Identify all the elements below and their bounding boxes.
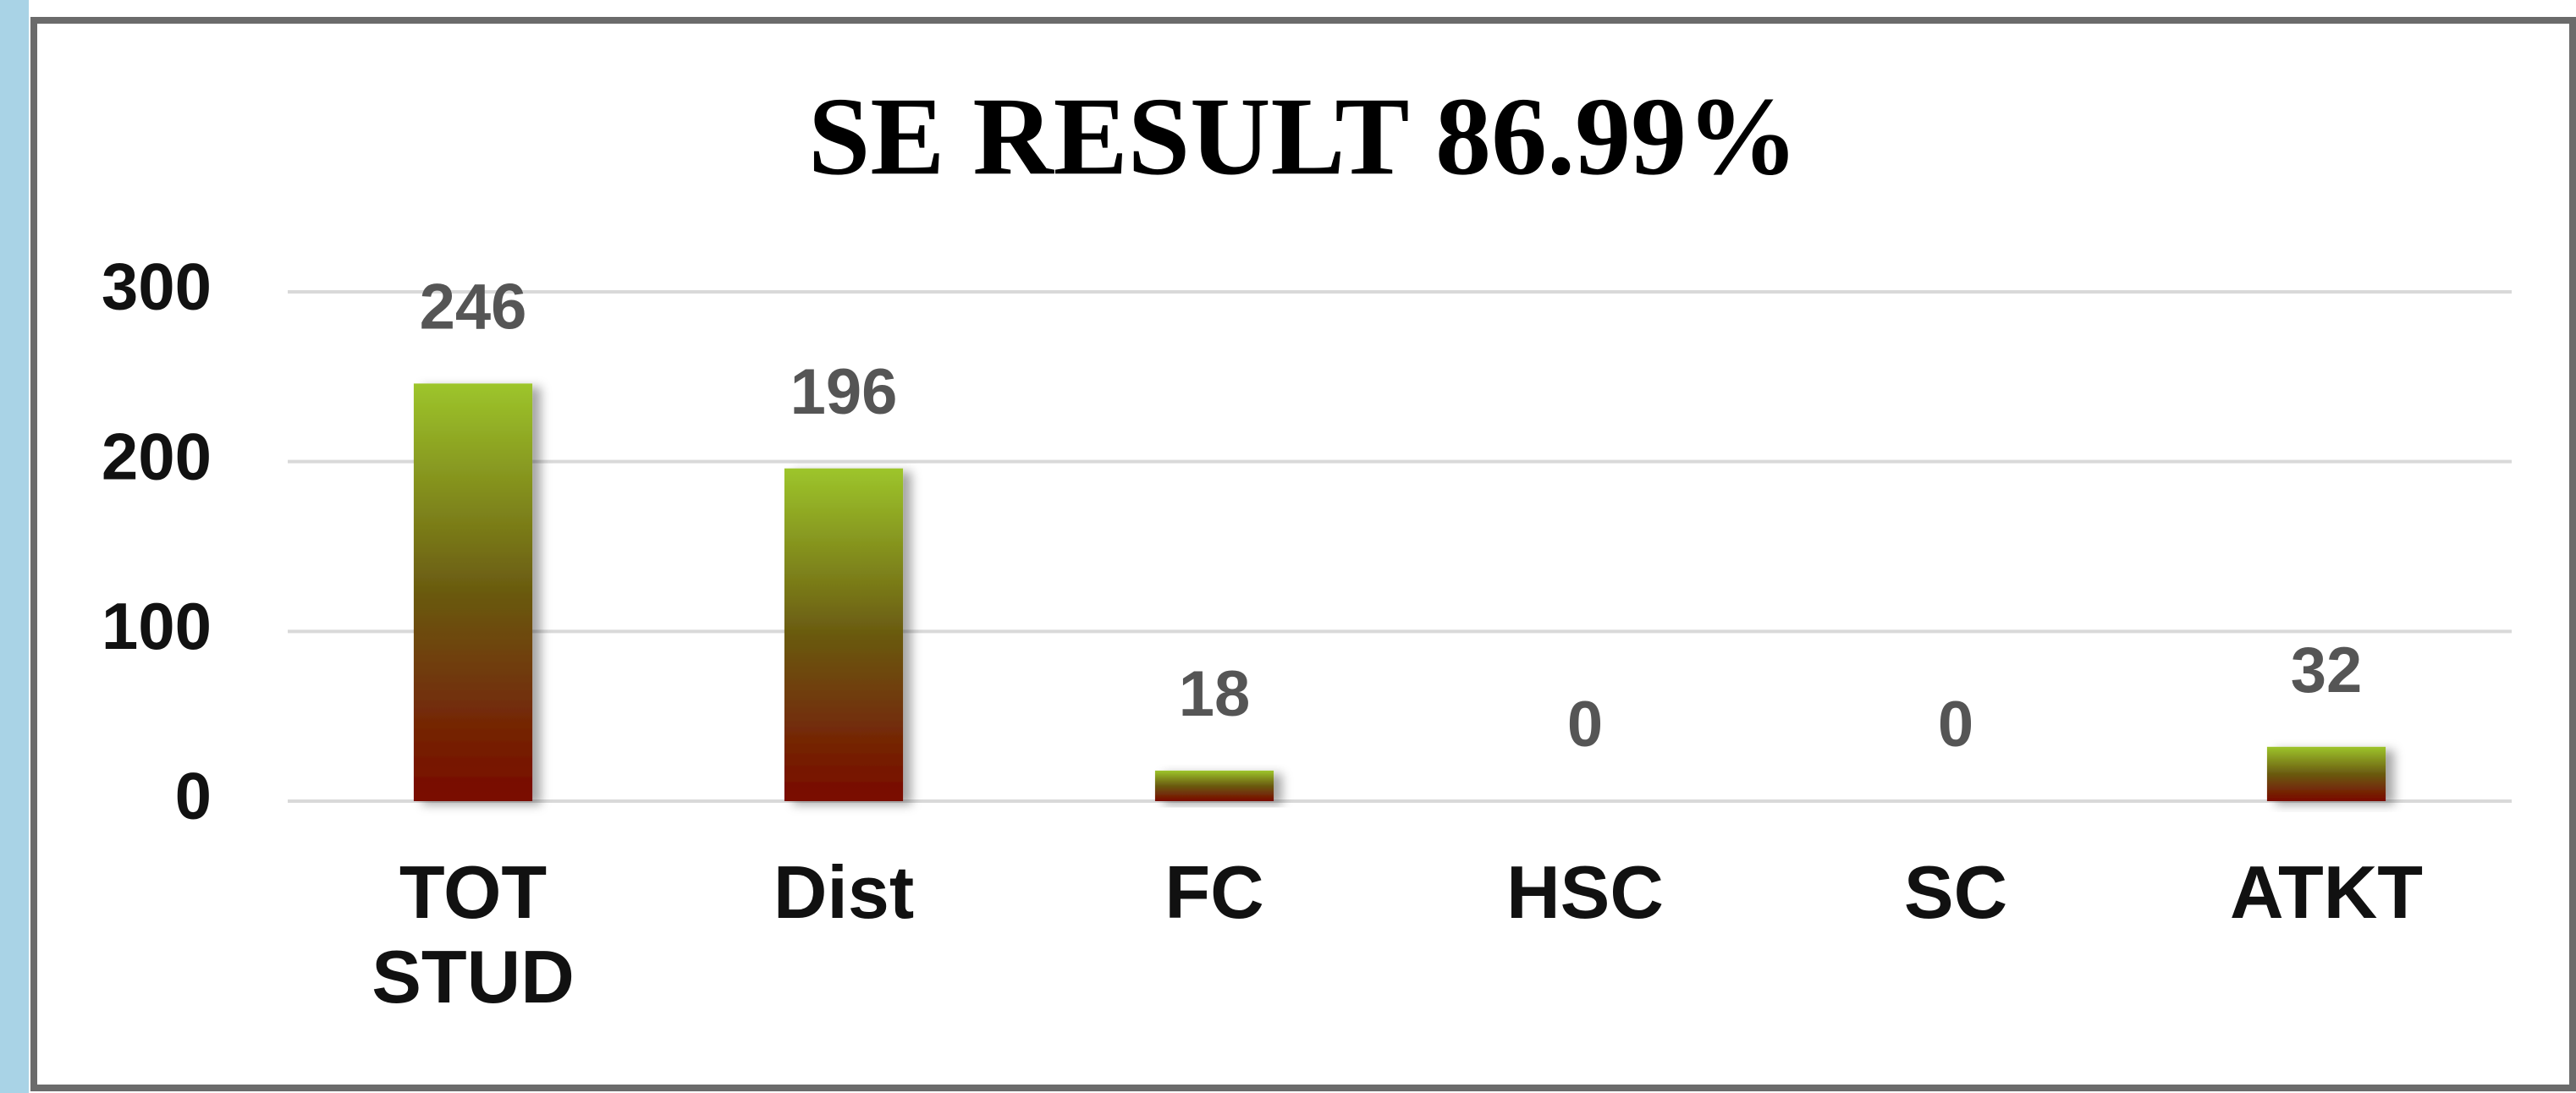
y-tick-label: 300 bbox=[102, 250, 212, 324]
x-tick-label-box: SC bbox=[1903, 850, 2008, 934]
y-tick-label: 200 bbox=[102, 419, 212, 493]
value-label: 32 bbox=[2291, 634, 2363, 706]
x-tick-label-box: ATKT bbox=[2229, 850, 2424, 934]
x-tick-label: FC bbox=[1164, 850, 1264, 934]
value-label: 196 bbox=[790, 356, 898, 428]
value-label: 0 bbox=[1938, 689, 1973, 761]
x-tick-label-box: TOT STUD bbox=[372, 850, 575, 1019]
bar bbox=[784, 468, 904, 801]
y-tick-label: 100 bbox=[102, 589, 212, 663]
chart-title: SE RESULT 86.99% bbox=[808, 74, 1798, 198]
x-tick-label-box: HSC bbox=[1506, 850, 1664, 934]
x-tick-label-box: Dist bbox=[773, 850, 915, 934]
x-tick-label: SC bbox=[1903, 850, 2008, 934]
x-tick-label: ATKT bbox=[2229, 850, 2424, 934]
x-tick-label: TOT STUD bbox=[372, 850, 575, 1019]
bar bbox=[1154, 770, 1274, 801]
value-label: 246 bbox=[420, 271, 527, 343]
y-tick-label: 0 bbox=[175, 759, 212, 833]
x-tick-label: Dist bbox=[773, 850, 915, 934]
x-tick-label: HSC bbox=[1506, 850, 1664, 934]
value-label: 18 bbox=[1179, 658, 1251, 730]
bar bbox=[413, 383, 533, 801]
value-label: 0 bbox=[1567, 689, 1603, 761]
x-tick-label-box: FC bbox=[1164, 850, 1264, 934]
bar bbox=[2266, 746, 2386, 801]
side-strip bbox=[0, 0, 29, 1093]
